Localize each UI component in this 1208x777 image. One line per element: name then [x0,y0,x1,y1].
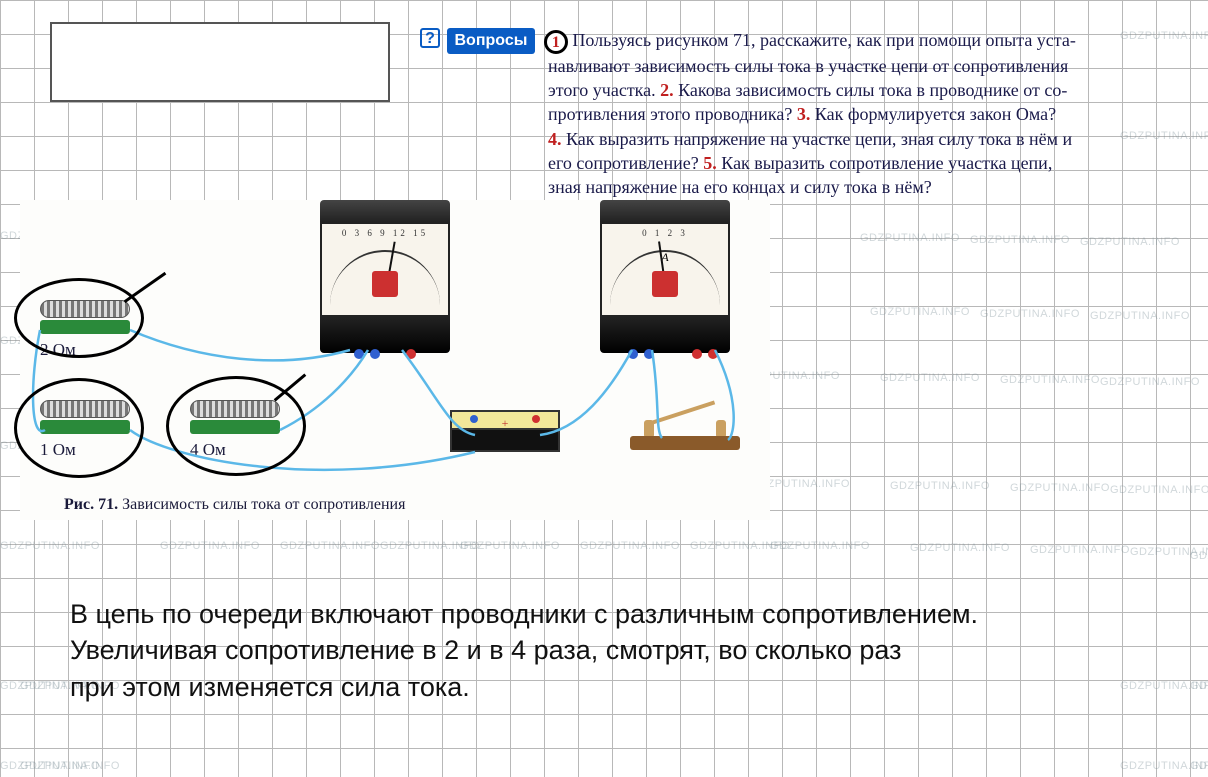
answer-line-3: при этом изменяется сила тока. [70,669,1130,705]
question-4-num: 4. [548,129,562,149]
question-4-text: Как выразить напряжение на участке цепи,… [566,129,1072,149]
question-2-text: Какова зависимость силы тока в проводник… [678,80,1067,100]
watermark-text: GDZPUTINA.INFO [1110,484,1208,496]
watermark-text: GDZPUTINA.INFO [1010,482,1110,494]
watermark-text: GDZPUTINA.INFO [1080,236,1180,248]
watermark-text: GDZPUTINA.INFO [1100,376,1200,388]
question-mark-icon: ? [420,28,440,48]
watermark-text: GDZPUTINA.INFO [880,372,980,384]
questions-badge: Вопросы [447,28,536,54]
watermark-text: GDZPUTINA.INFO [1120,760,1208,772]
question-1-text-c: этого участка. [548,80,660,100]
question-1-text-a: Пользуясь рисунком 71, расскажите, как п… [572,30,1075,50]
watermark-text: GDZPUTINA.INFO [980,308,1080,320]
question-3-text: Как формулируется закон Ома? [815,104,1056,124]
question-5-text-b: зная напряжение на его концах и силу ток… [548,177,932,197]
question-5-text: Как выразить сопротивление участка цепи, [721,153,1052,173]
circuit-wires [20,200,770,520]
watermark-text: GDZPUTINA.INFO [1190,550,1208,562]
circle-annotation-1 [14,278,144,358]
watermark-text: GDZPUTINA.INFO [870,306,970,318]
answer-line-2: Увеличивая сопротивление в 2 и в 4 раза,… [70,632,1130,668]
circle-annotation-2 [14,378,144,478]
blank-answer-box [50,22,390,102]
answer-line-1: В цепь по очереди включают проводники с … [70,596,1130,632]
question-1-text-b: навливают зависимость силы тока в участк… [548,56,1068,76]
watermark-text: GDZPUTINA.INFO [1000,374,1100,386]
figure-71: 0 3 6 9 12 15 0 1 2 3 A 2 Ом [20,200,770,520]
question-4-text-b: его сопротивление? [548,153,703,173]
watermark-text: GDZPUTINA.INFO [160,540,260,552]
question-1-circle: 1 [544,30,568,54]
watermark-text: GDZPUTINA.INFO [1030,544,1130,556]
watermark-text: GDZPUTINA.INFO [1090,310,1190,322]
question-2-text-b: противления этого проводника? [548,104,797,124]
watermark-text: GDZPUTINA.INFO [280,540,380,552]
answer-text: В цепь по очереди включают проводники с … [70,596,1130,705]
question-5-num: 5. [703,153,717,173]
watermark-text: GDZPUTINA.INFO [0,540,100,552]
question-3-num: 3. [797,104,811,124]
watermark-text: GDZPUTINA.INFO [970,234,1070,246]
watermark-text: GDZPUTINA.INFO [860,232,960,244]
watermark-text: GDZPUTINA.INFO [890,480,990,492]
watermark-text: GDZPUTINA.INFO [20,760,120,772]
watermark-text: GDZPUTINA.INFO [1120,680,1208,692]
watermark-text: GDZPUTINA.INFO [460,540,560,552]
watermark-text: GDZPUTINA.INFO [580,540,680,552]
watermark-text: GDZPUTINA.INFO [910,542,1010,554]
questions-block: ? Вопросы 1 Пользуясь рисунком 71, расск… [420,28,1180,200]
question-2-num: 2. [660,80,674,100]
watermark-text: GDZPUTINA.INFO [770,540,870,552]
